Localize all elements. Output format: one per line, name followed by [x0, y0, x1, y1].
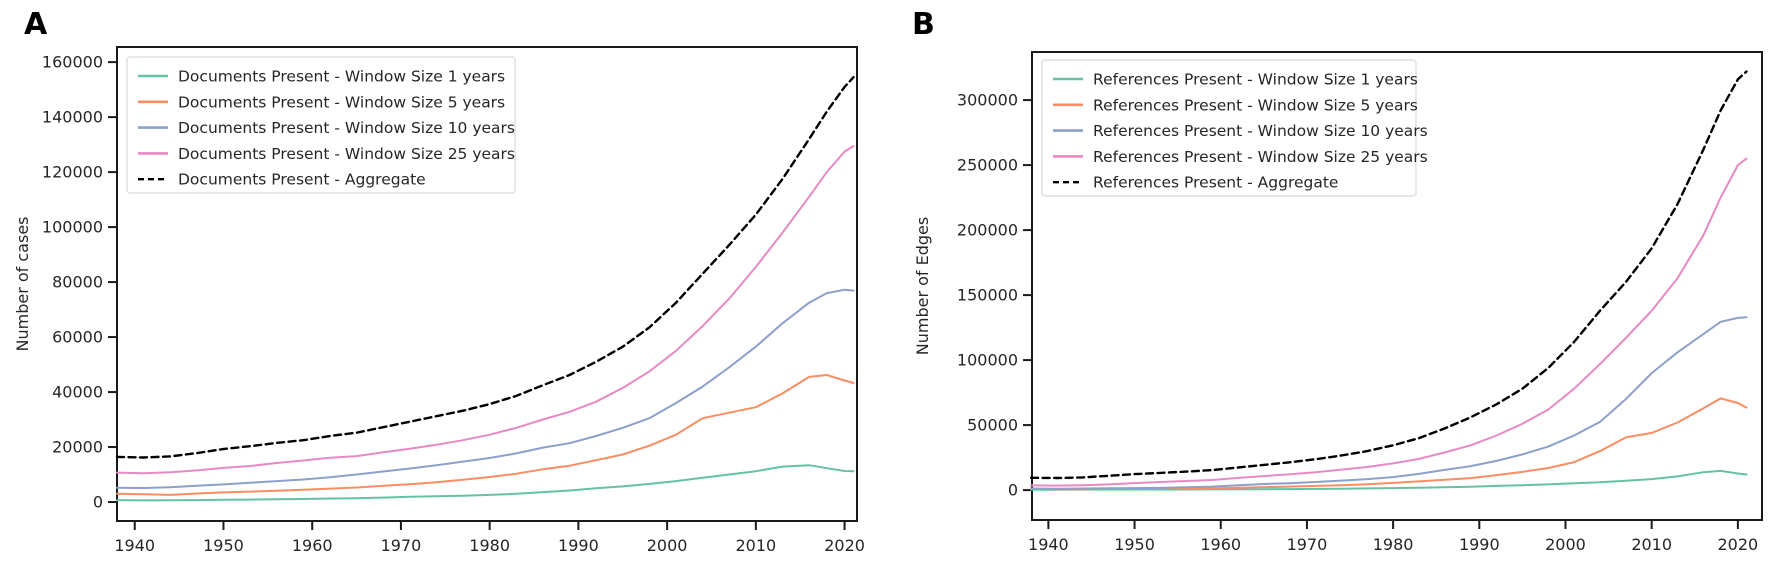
legend-item: References Present - Aggregate: [1053, 174, 1338, 192]
legend-label-aggregate: Documents Present - Aggregate: [178, 171, 426, 189]
y-tick-label: 250000: [957, 156, 1018, 175]
legend-item: Documents Present - Aggregate: [138, 171, 426, 189]
x-tick-label: 1980: [1373, 535, 1414, 554]
y-tick-label: 0: [1008, 481, 1018, 500]
A-series-window-1: [116, 464, 855, 502]
legend-item: Documents Present - Window Size 1 years: [138, 68, 505, 86]
y-tick-label: 300000: [957, 91, 1018, 110]
legend-label-window-5: Documents Present - Window Size 5 years: [178, 93, 505, 111]
y-tick-label: 120000: [42, 163, 103, 182]
y-tick-label: 0: [93, 493, 103, 512]
legend-label-window-10: References Present - Window Size 10 year…: [1093, 122, 1428, 140]
legend-item: Documents Present - Window Size 25 years: [138, 145, 515, 163]
y-axis-label-A: Number of cases: [13, 217, 32, 352]
legend-item: Documents Present - Window Size 10 years: [138, 119, 515, 137]
legend-label-aggregate: References Present - Aggregate: [1093, 174, 1338, 192]
legend-box: [126, 56, 516, 194]
x-tick-label: 1990: [558, 536, 599, 555]
x-tick-label: 1940: [1028, 535, 1069, 554]
y-tick-label: 100000: [957, 351, 1018, 370]
x-tick-label: 1970: [1287, 535, 1328, 554]
panel-letter-B: B: [912, 7, 935, 42]
x-tick-label: 2010: [1631, 535, 1672, 554]
legend-item: References Present - Window Size 10 year…: [1053, 122, 1428, 140]
y-tick-label: 100000: [42, 218, 103, 237]
x-tick-label: 1950: [1114, 535, 1155, 554]
y-tick-label: 80000: [52, 273, 103, 292]
x-tick-label: 1990: [1459, 535, 1500, 554]
panel-B: B 0 50000 100000 150000 200000 250000 300000 194…: [912, 7, 1763, 554]
x-tick-label: 2020: [1718, 535, 1759, 554]
y-tick-label: 20000: [52, 438, 103, 457]
x-tick-label: 2020: [824, 536, 865, 555]
x-tick-label: 2000: [647, 536, 688, 555]
legend-item: References Present - Window Size 5 years: [1053, 96, 1418, 114]
y-tick-label: 40000: [52, 383, 103, 402]
A-series-window-25: [116, 145, 855, 475]
legend-box: [1041, 59, 1417, 197]
x-tick-label: 1940: [114, 536, 155, 555]
B-series-window-10: [1030, 316, 1748, 490]
legend-label-window-1: Documents Present - Window Size 1 years: [178, 68, 505, 86]
legend-label-window-1: References Present - Window Size 1 years: [1093, 71, 1418, 89]
panel-A: A 0 20000 40000 60000 80000 100000 120000 140000…: [13, 7, 865, 555]
x-tick-label: 1980: [469, 536, 510, 555]
plot-frame-B: [1031, 51, 1763, 521]
legend-B: References Present - Window Size 1 years…: [1041, 59, 1428, 197]
x-tick-label: 1960: [292, 536, 333, 555]
panel-letter-A: A: [24, 7, 48, 42]
A-series-window-10: [116, 288, 855, 489]
x-tick-label: 2000: [1545, 535, 1586, 554]
legend-item: Documents Present - Window Size 5 years: [138, 93, 505, 111]
y-axis-label-B: Number of Edges: [913, 217, 932, 355]
x-tick-label: 1960: [1200, 535, 1241, 554]
plot-frame-A: [116, 46, 858, 522]
legend-label-window-25: Documents Present - Window Size 25 years: [178, 145, 515, 163]
x-tick-label: 1970: [381, 536, 422, 555]
A-series-aggregate: [115, 75, 855, 459]
y-tick-label: 160000: [42, 53, 103, 72]
legend-item: References Present - Window Size 1 years: [1053, 71, 1418, 89]
y-tick-label: 60000: [52, 328, 103, 347]
y-tick-label: 50000: [967, 416, 1018, 435]
legend-item: References Present - Window Size 25 year…: [1053, 148, 1428, 166]
B-series-window-5: [1030, 397, 1748, 491]
legend-label-window-25: References Present - Window Size 25 year…: [1093, 148, 1428, 166]
B-series-aggregate: [1029, 70, 1748, 480]
x-tick-label: 1950: [203, 536, 244, 555]
B-series-window-25: [1030, 157, 1748, 487]
y-tick-label: 200000: [957, 221, 1018, 240]
y-tick-label: 150000: [957, 286, 1018, 305]
A-series-window-5: [116, 374, 855, 496]
legend-label-window-10: Documents Present - Window Size 10 years: [178, 119, 515, 137]
legend-label-window-5: References Present - Window Size 5 years: [1093, 96, 1418, 114]
legend-A: Documents Present - Window Size 1 years D…: [126, 56, 516, 194]
y-tick-label: 140000: [42, 108, 103, 127]
x-tick-label: 2010: [735, 536, 776, 555]
